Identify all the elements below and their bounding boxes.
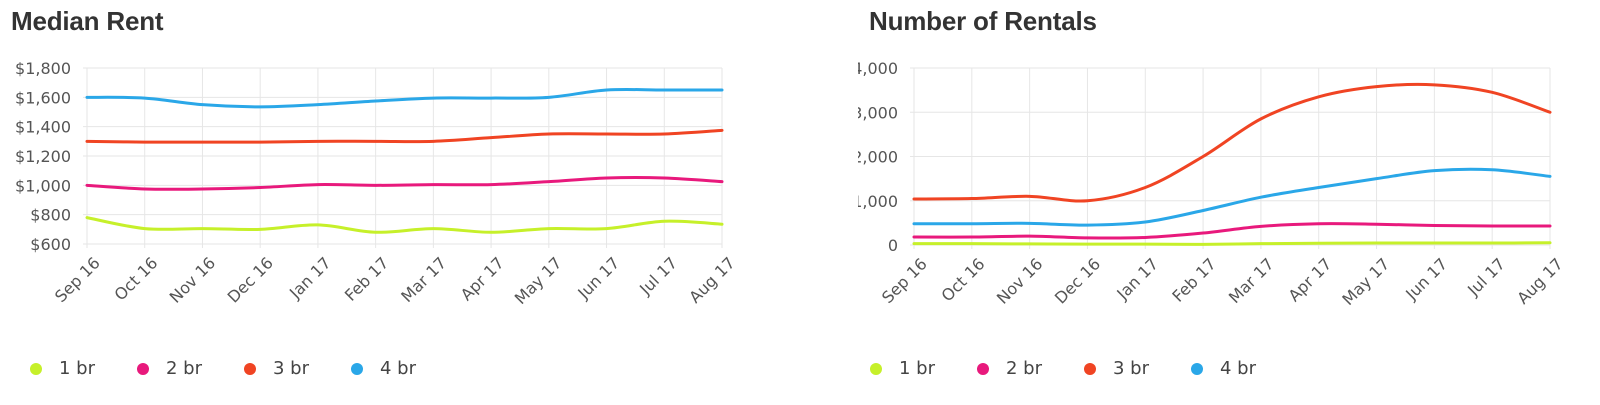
median-rent-panel: Median Rent $600 $800 $1,000 $1,200 $1,400 $1…: [0, 0, 780, 405]
x-tick-label: Jan 17: [1112, 254, 1162, 304]
legend-item-3br[interactable]: 3 br: [1084, 358, 1191, 379]
series-line-2br: [912, 222, 1552, 240]
legend-item-1br[interactable]: 1 br: [30, 358, 137, 379]
number-of-rentals-legend: 1 br 2 br 3 br 4 br: [870, 358, 1298, 379]
x-tick-label: Mar 17: [1225, 254, 1278, 307]
legend-item-4br[interactable]: 4 br: [351, 358, 458, 379]
legend-label: 1 br: [899, 358, 935, 379]
y-tick-label: 3,000: [858, 103, 898, 122]
legend-label: 3 br: [273, 358, 309, 379]
x-tick-label: Feb 17: [341, 253, 392, 304]
x-tick-label: Apr 17: [457, 253, 508, 304]
x-tick-label: Dec 16: [1051, 254, 1104, 307]
legend-dot-1br: [30, 362, 42, 375]
y-tick-label: $1,800: [15, 59, 71, 78]
x-tick-label: Dec 16: [224, 253, 277, 306]
x-tick-label: May 17: [1338, 254, 1393, 309]
y-tick-label: 4,000: [858, 59, 898, 78]
series-line-1br: [912, 241, 1552, 246]
x-tick-label: Nov 16: [993, 254, 1047, 308]
y-tick-label: $800: [30, 206, 71, 225]
series-line-3br: [85, 128, 724, 144]
series-line-1br: [85, 216, 724, 234]
series-line-4br: [912, 167, 1552, 227]
legend-item-2br[interactable]: 2 br: [137, 358, 244, 379]
x-tick-label: Jun 17: [573, 253, 623, 303]
y-tick-label: $1,400: [15, 118, 71, 137]
legend-label: 3 br: [1113, 358, 1149, 379]
x-tick-label: Oct 16: [938, 254, 989, 305]
legend-label: 4 br: [380, 358, 416, 379]
x-tick-label: May 17: [511, 253, 566, 308]
x-tick-label: Nov 16: [166, 253, 220, 307]
legend-dot-2br: [137, 362, 149, 375]
x-tick-label: Mar 17: [397, 253, 450, 306]
x-tick-label: Feb 17: [1168, 254, 1219, 305]
median-rent-legend: 1 br 2 br 3 br 4 br: [30, 358, 458, 379]
x-tick-label: Sep 16: [878, 254, 931, 307]
legend-dot-3br: [244, 362, 256, 375]
y-tick-label: 1,000: [858, 192, 898, 211]
x-tick-label: Jun 17: [1401, 254, 1451, 304]
x-tick-label: Sep 16: [51, 253, 104, 306]
legend-label: 4 br: [1220, 358, 1256, 379]
legend-dot-4br: [351, 362, 363, 375]
legend-item-3br[interactable]: 3 br: [244, 358, 351, 379]
y-tick-label: 2,000: [858, 148, 898, 167]
x-tick-label: Jul 17: [635, 253, 681, 299]
legend-dot-3br: [1084, 362, 1096, 375]
legend-item-4br[interactable]: 4 br: [1191, 358, 1298, 379]
grid: [83, 67, 723, 248]
series-line-3br: [912, 82, 1552, 203]
y-tick-label: $1,600: [15, 88, 71, 107]
legend-label: 2 br: [166, 358, 202, 379]
x-tick-label: Aug 17: [1513, 254, 1567, 308]
y-tick-label: $1,200: [15, 147, 71, 166]
series-line-2br: [85, 176, 724, 191]
legend-item-1br[interactable]: 1 br: [870, 358, 977, 379]
y-tick-label: $1,000: [15, 176, 71, 195]
x-tick-label: Jul 17: [1463, 254, 1509, 300]
legend-item-2br[interactable]: 2 br: [977, 358, 1084, 379]
legend-dot-1br: [870, 362, 882, 375]
y-tick-label: $600: [30, 235, 71, 254]
number-of-rentals-title: Number of Rentals: [869, 6, 1097, 36]
x-tick-label: Apr 17: [1284, 254, 1335, 305]
grid: [910, 67, 1551, 249]
legend-dot-2br: [977, 362, 989, 375]
x-tick-label: Aug 17: [685, 253, 739, 307]
median-rent-chart: $600 $800 $1,000 $1,200 $1,400 $1,600 $1,800 Se…: [15, 59, 739, 308]
legend-label: 1 br: [59, 358, 95, 379]
median-rent-title: Median Rent: [11, 6, 164, 36]
y-tick-label: 0: [888, 236, 898, 255]
x-tick-label: Jan 17: [285, 253, 335, 303]
series-line-4br: [85, 87, 724, 109]
legend-dot-4br: [1191, 362, 1203, 375]
number-of-rentals-panel: Number of Rentals 0 1,000 2,000 3,000 4,000 S…: [858, 0, 1600, 405]
x-tick-label: Oct 16: [110, 253, 161, 304]
legend-label: 2 br: [1006, 358, 1042, 379]
